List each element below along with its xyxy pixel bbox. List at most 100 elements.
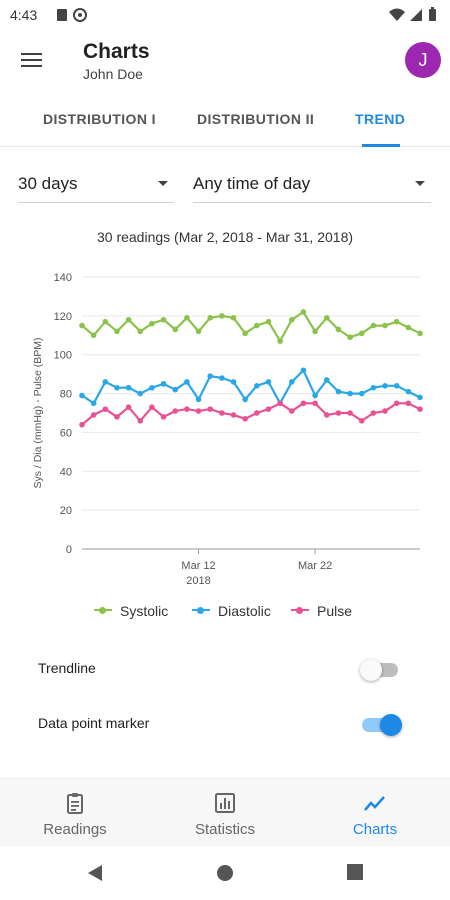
patient-name: John Doe xyxy=(83,66,143,82)
chart-legend: Systolic Diastolic Pulse xyxy=(0,603,450,623)
data-point-pulse xyxy=(125,404,132,410)
battery-icon xyxy=(429,9,436,21)
legend-item-pulse: Pulse xyxy=(291,603,352,619)
data-point-diastolic xyxy=(335,388,342,395)
data-point-systolic xyxy=(207,315,214,321)
data-point-diastolic xyxy=(393,383,400,389)
y-tick-label: 0 xyxy=(66,544,72,556)
clipboard-icon xyxy=(67,793,83,814)
trendline-toggle[interactable] xyxy=(360,657,402,683)
y-tick-label: 60 xyxy=(60,427,72,439)
data-point-pulse xyxy=(323,412,330,418)
nav-label: Readings xyxy=(43,821,107,838)
data-point-diastolic xyxy=(312,392,318,399)
data-point-systolic xyxy=(277,338,283,344)
y-tick-label: 80 xyxy=(60,389,72,401)
app-bar: Charts John Doe J xyxy=(0,30,450,92)
nav-charts[interactable]: Charts xyxy=(300,779,450,847)
data-point-diastolic xyxy=(149,384,155,391)
data-point-systolic xyxy=(102,318,109,325)
data-point-pulse xyxy=(382,408,388,414)
tab-distribution-ii[interactable]: DISTRIBUTION II xyxy=(197,111,315,127)
data-point-diastolic xyxy=(172,386,179,393)
data-point-pulse xyxy=(347,410,353,416)
data-point-pulse xyxy=(300,400,307,407)
marker-toggle[interactable] xyxy=(360,712,402,738)
data-point-systolic xyxy=(417,330,423,337)
y-tick-label: 120 xyxy=(54,311,72,323)
data-point-pulse xyxy=(242,416,248,422)
y-axis-label: Sys / Dia (mmHg) - Pulse (BPM) xyxy=(32,337,44,488)
series-line-systolic xyxy=(81,310,421,343)
menu-icon[interactable] xyxy=(20,50,44,70)
data-point-systolic xyxy=(195,328,202,335)
data-point-systolic xyxy=(393,318,400,325)
chevron-down-icon xyxy=(158,181,168,186)
bar-chart-icon xyxy=(215,793,235,813)
data-point-pulse xyxy=(358,417,365,424)
data-point-pulse xyxy=(219,410,225,416)
nav-statistics[interactable]: Statistics xyxy=(150,779,300,847)
data-point-systolic xyxy=(79,322,85,329)
data-point-systolic xyxy=(160,316,167,323)
period-value: 30 days xyxy=(18,174,78,193)
system-status-icons xyxy=(388,7,442,28)
data-point-pulse xyxy=(137,417,144,424)
data-point-systolic xyxy=(254,322,260,329)
marker-label: Data point marker xyxy=(38,715,150,731)
signal-icon xyxy=(410,9,422,21)
back-icon[interactable] xyxy=(87,864,103,882)
data-point-diastolic xyxy=(137,390,144,397)
legend-label: Systolic xyxy=(120,603,169,619)
home-icon[interactable] xyxy=(216,864,234,882)
series-line-pulse xyxy=(81,402,421,426)
data-point-diastolic xyxy=(125,384,132,391)
data-point-pulse xyxy=(230,412,237,418)
data-point-pulse xyxy=(405,400,412,407)
avatar[interactable]: J xyxy=(405,42,441,78)
data-point-diastolic xyxy=(288,379,295,385)
data-point-pulse xyxy=(195,408,202,414)
x-tick-label: Mar 22 xyxy=(298,560,332,572)
nav-label: Charts xyxy=(352,821,398,838)
data-point-pulse xyxy=(207,406,214,412)
recents-icon[interactable] xyxy=(347,864,363,880)
data-point-pulse xyxy=(370,410,377,416)
data-point-systolic xyxy=(242,330,248,337)
data-point-systolic xyxy=(335,326,342,333)
data-point-systolic xyxy=(184,315,190,321)
trendline-setting: Trendline xyxy=(0,650,450,690)
data-point-diastolic xyxy=(265,379,272,385)
sync-icon xyxy=(73,8,87,22)
data-point-diastolic xyxy=(160,381,167,387)
page-title: Charts xyxy=(83,40,150,63)
data-point-systolic xyxy=(312,328,318,335)
x-tick-label: Mar 12 xyxy=(181,560,215,572)
data-point-diastolic xyxy=(382,383,388,389)
data-point-systolic xyxy=(382,322,388,329)
data-point-diastolic xyxy=(254,383,260,389)
data-point-diastolic xyxy=(323,377,330,383)
data-point-pulse xyxy=(335,410,342,416)
tab-distribution-i[interactable]: DISTRIBUTION I xyxy=(43,111,156,127)
data-point-diastolic xyxy=(405,388,412,395)
data-point-systolic xyxy=(137,328,144,335)
notification-icons xyxy=(56,7,90,28)
tab-bar: DISTRIBUTION I DISTRIBUTION II TREND xyxy=(0,92,450,147)
time-of-day-value: Any time of day xyxy=(193,174,311,193)
tab-trend[interactable]: TREND xyxy=(355,111,406,127)
data-point-systolic xyxy=(347,334,353,341)
wifi-icon xyxy=(389,8,405,21)
system-navigation-bar xyxy=(0,846,450,900)
legend-label: Pulse xyxy=(317,603,353,619)
data-point-systolic xyxy=(219,313,225,319)
data-point-pulse xyxy=(114,414,120,420)
status-time: 4:43 xyxy=(10,7,38,23)
nav-readings[interactable]: Readings xyxy=(0,779,150,847)
trend-icon xyxy=(364,796,385,811)
period-dropdown[interactable]: 30 days xyxy=(18,166,174,203)
data-point-pulse xyxy=(102,406,109,412)
legend-item-diastolic: Diastolic xyxy=(192,603,271,619)
data-point-systolic xyxy=(358,330,365,337)
time-of-day-dropdown[interactable]: Any time of day xyxy=(193,166,431,203)
